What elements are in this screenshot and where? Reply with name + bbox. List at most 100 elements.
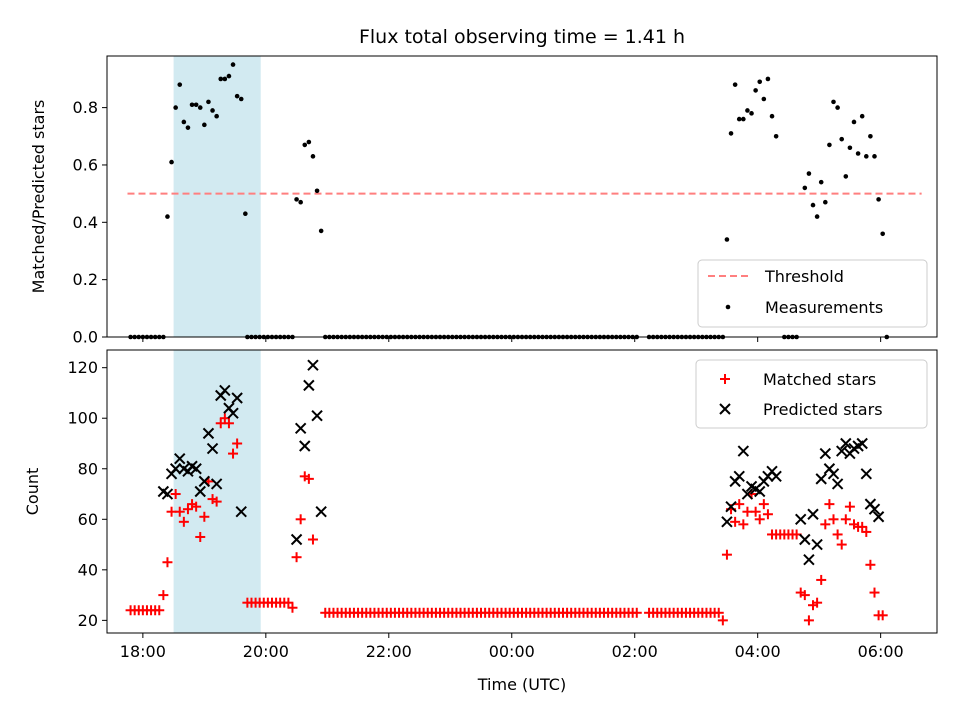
matched-star-point xyxy=(840,514,851,525)
predicted-star-point xyxy=(190,463,202,475)
cross-b xyxy=(219,384,231,397)
measurement-point xyxy=(724,237,730,242)
cross-b xyxy=(725,500,737,513)
x-axis-label: Time (UTC) xyxy=(477,675,566,694)
measurement-point xyxy=(181,119,187,125)
measurement-point xyxy=(214,113,219,119)
measurement-point xyxy=(177,82,183,87)
top-y-ticks: 0.0 0.2 0.4 0.6 0.8 xyxy=(73,98,107,347)
matched-star-point xyxy=(721,549,732,560)
predicted-star-point xyxy=(169,463,182,475)
cross-b xyxy=(840,437,852,450)
measurement-point xyxy=(298,199,303,205)
measurement-point xyxy=(868,133,873,139)
cross-b xyxy=(210,478,223,490)
legend-threshold-label: Threshold xyxy=(764,267,844,286)
measurement-point xyxy=(243,211,248,217)
cross-b xyxy=(770,470,782,483)
predicted-star-point xyxy=(219,384,231,397)
matched-star-point xyxy=(812,597,823,608)
predicted-star-point xyxy=(210,478,223,490)
predicted-star-point xyxy=(161,488,174,500)
cross-b xyxy=(868,503,881,515)
measurement-point xyxy=(193,102,199,108)
cross-b xyxy=(231,392,243,404)
matched-star-point xyxy=(178,516,189,527)
matched-star-point xyxy=(170,489,181,500)
matched-star-point xyxy=(195,531,206,542)
predicted-star-point xyxy=(311,409,323,422)
cross-b xyxy=(737,445,750,457)
measurement-point xyxy=(765,76,771,82)
measurement-point xyxy=(165,214,170,219)
measurement-point xyxy=(169,159,174,165)
cross-b xyxy=(194,485,206,498)
cross-b xyxy=(227,407,239,419)
predicted-star-point xyxy=(856,437,868,450)
cross-b xyxy=(719,403,731,415)
bottom-observing-window xyxy=(173,350,261,633)
cross-b xyxy=(307,359,319,371)
predicted-star-point xyxy=(721,516,733,528)
legend-measurements-label: Measurements xyxy=(765,298,883,317)
matched-star-point xyxy=(734,499,745,510)
predicted-star-point xyxy=(803,554,815,566)
measurement-point xyxy=(173,105,178,110)
predicted-star-point xyxy=(231,392,243,404)
matched-star-point xyxy=(820,519,831,530)
x-tick-label: 18:00 xyxy=(120,642,166,661)
predicted-star-point xyxy=(307,359,319,371)
matched-star-point xyxy=(869,587,880,598)
matched-star-point xyxy=(844,501,855,512)
measurement-point xyxy=(876,197,881,202)
cross-b xyxy=(831,478,844,490)
predicted-star-point xyxy=(831,478,844,490)
predicted-star-point xyxy=(799,533,811,546)
cross-b xyxy=(721,516,733,528)
matched-star-point xyxy=(832,529,843,540)
y-tick-label: 20 xyxy=(78,611,98,630)
matched-star-point xyxy=(758,499,769,510)
measurement-point xyxy=(732,82,738,87)
x-tick-label: 06:00 xyxy=(858,642,904,661)
top-x-ticks xyxy=(142,337,882,342)
matched-star-point xyxy=(750,506,761,517)
matched-star-point xyxy=(754,514,765,525)
measurement-point xyxy=(302,142,308,148)
measurement-point xyxy=(839,136,845,142)
measurement-point xyxy=(757,79,763,85)
measurement-point xyxy=(827,142,832,148)
cross-b xyxy=(190,463,202,475)
cross-b xyxy=(161,488,174,500)
predicted-star-point xyxy=(725,500,737,513)
legend-predicted-swatch xyxy=(719,403,731,415)
measurement-point xyxy=(823,199,828,205)
y-tick-label: 0.8 xyxy=(73,98,98,117)
predicted-star-point xyxy=(299,440,311,452)
predicted-star-point xyxy=(206,442,219,455)
bottom-y-axis-label: Count xyxy=(23,468,42,516)
legend-x-marker xyxy=(719,403,731,415)
predicted-star-point xyxy=(860,468,873,480)
matched-star-point xyxy=(228,448,239,459)
measurement-point xyxy=(761,96,767,102)
matched-star-point xyxy=(287,602,298,613)
measurement-point xyxy=(835,105,840,110)
y-tick-label: 80 xyxy=(78,459,98,478)
cross-b xyxy=(811,538,823,551)
measurement-point xyxy=(741,116,746,122)
x-tick-label: 00:00 xyxy=(489,642,535,661)
cross-b xyxy=(169,463,182,475)
cross-b xyxy=(157,485,170,498)
y-tick-label: 0.4 xyxy=(73,213,98,232)
cross-b xyxy=(754,485,766,498)
cross-b xyxy=(299,440,311,452)
matched-star-point xyxy=(861,526,872,537)
legend-matched-label: Matched stars xyxy=(763,370,876,389)
legend-matched-swatch xyxy=(720,374,730,384)
cross-b xyxy=(303,379,315,392)
measurement-point xyxy=(185,125,191,130)
measurement-point xyxy=(855,151,861,156)
measurement-point xyxy=(745,108,750,113)
